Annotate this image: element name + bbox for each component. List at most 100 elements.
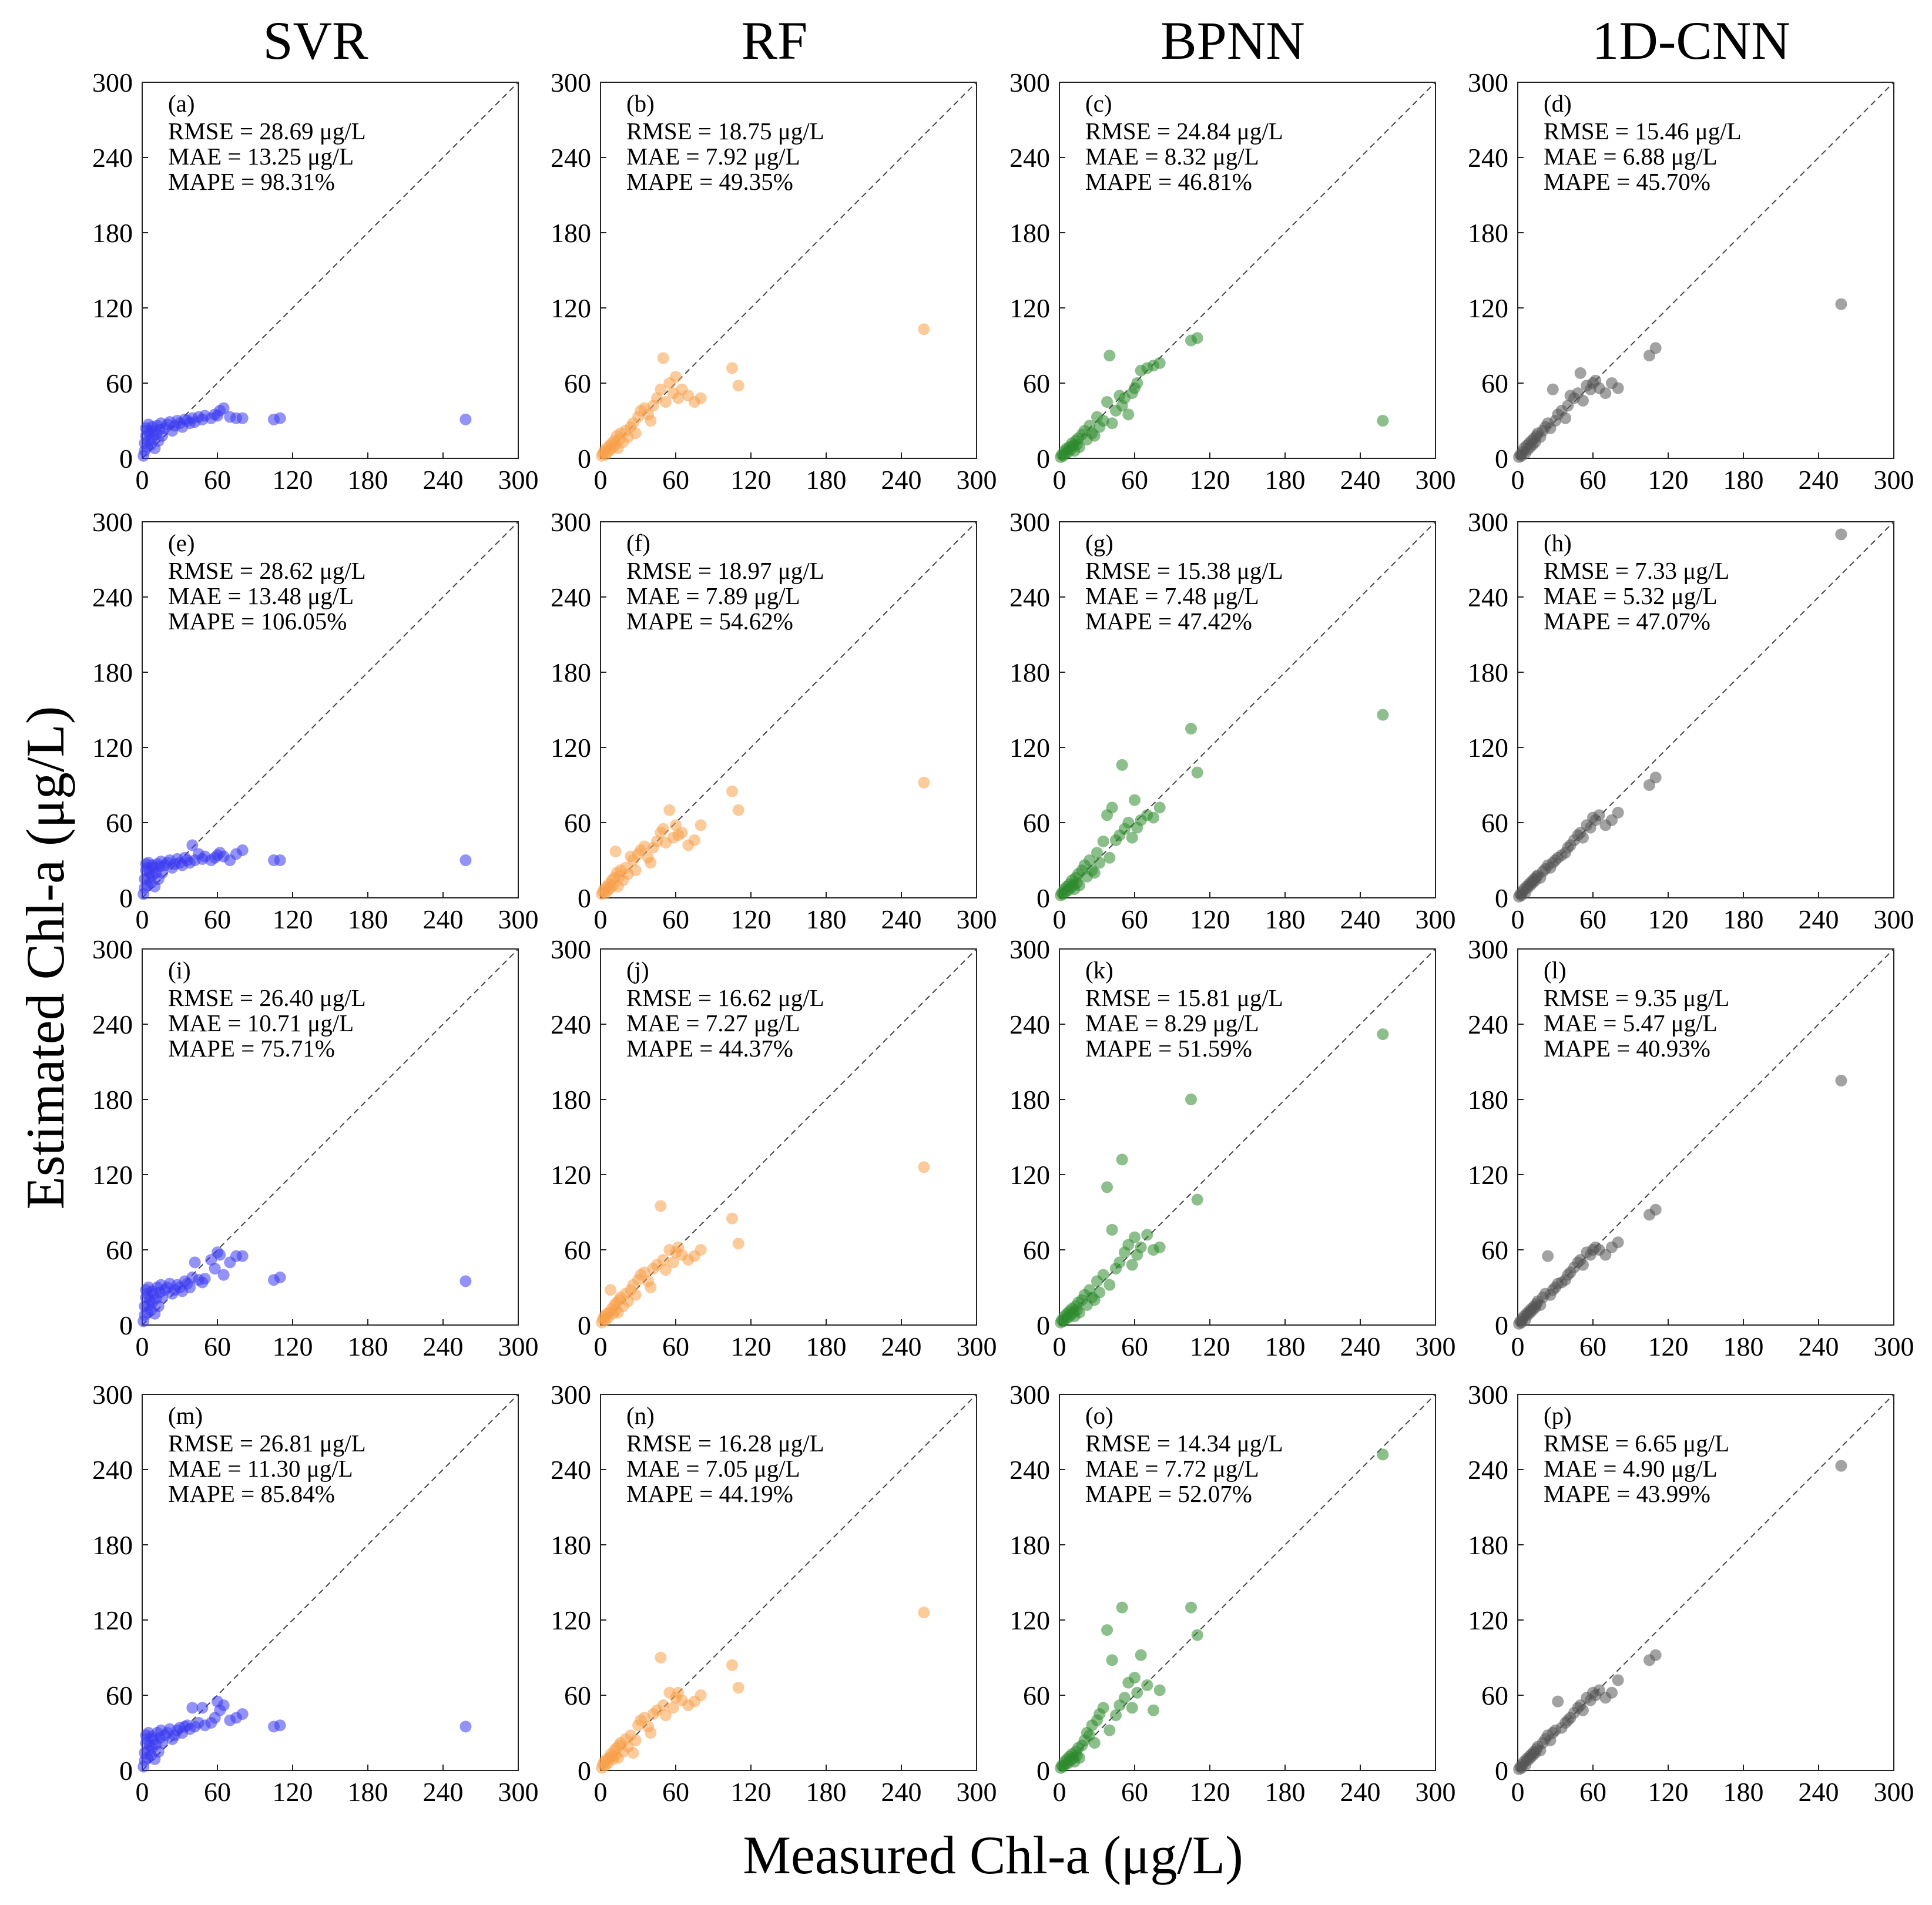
plot-frame (142, 1394, 519, 1771)
data-point (1116, 1153, 1128, 1166)
y-tick-label: 300 (92, 934, 133, 964)
panel-stat: MAPE = 46.81% (1085, 168, 1252, 195)
y-tick-label: 60 (1023, 1235, 1050, 1265)
identity-line (1517, 82, 1894, 459)
plot-frame (600, 1394, 977, 1771)
panel-stat: RMSE = 28.62 μg/L (168, 557, 366, 584)
identity-line (600, 948, 977, 1326)
data-point (1835, 1075, 1847, 1086)
data-point (1141, 1679, 1153, 1691)
x-tick-label: 180 (1265, 904, 1306, 934)
data-point (732, 380, 744, 392)
data-point (629, 1289, 642, 1301)
data-point (667, 1256, 679, 1269)
data-point (918, 1606, 930, 1619)
x-tick-label: 180 (806, 1777, 847, 1807)
x-tick-label: 120 (1190, 904, 1230, 934)
panel-stat: MAPE = 75.71% (168, 1035, 335, 1062)
panel-label: (k) (1085, 957, 1113, 984)
y-tick-label: 120 (551, 1160, 591, 1190)
panel-stat: RMSE = 26.40 μg/L (168, 984, 366, 1011)
plot-frame (1517, 948, 1894, 1326)
data-point (236, 412, 249, 424)
data-point (732, 1682, 744, 1694)
x-tick-label: 120 (731, 904, 772, 934)
y-tick-label: 300 (1009, 1380, 1050, 1410)
y-tick-label: 300 (1468, 934, 1508, 964)
panel-stat: MAE = 13.25 μg/L (168, 143, 354, 170)
panel-stat: RMSE = 9.35 μg/L (1544, 984, 1729, 1011)
x-tick-label: 0 (136, 465, 149, 495)
plot-frame (1059, 521, 1436, 898)
y-tick-label: 120 (1009, 1605, 1050, 1635)
x-tick-label: 0 (136, 904, 149, 934)
scatter-points (137, 1246, 472, 1327)
y-tick-label: 300 (92, 507, 133, 537)
y-tick-label: 60 (564, 1681, 591, 1711)
identity-line (1059, 521, 1436, 898)
data-point (274, 1719, 286, 1732)
data-point (1649, 772, 1662, 784)
x-tick-label: 60 (1579, 1332, 1606, 1361)
x-tick-label: 180 (348, 1777, 388, 1807)
panel-stat: RMSE = 15.38 μg/L (1085, 557, 1283, 584)
x-tick-label: 300 (1874, 904, 1914, 934)
x-tick-label: 0 (1053, 1332, 1066, 1361)
panel-stat: MAE = 11.30 μg/L (168, 1455, 353, 1482)
x-tick-label: 120 (1648, 465, 1689, 495)
y-tick-label: 120 (92, 1160, 133, 1190)
x-tick-label: 180 (806, 465, 847, 495)
x-tick-label: 240 (881, 1777, 922, 1807)
x-tick-label: 0 (1511, 904, 1525, 934)
panel-label: (g) (1085, 529, 1113, 556)
data-point (657, 823, 669, 835)
scatter-panel: 0 60 120 180 240 300 0 60 120 180 240 300 (f)RMSE = … (551, 507, 997, 934)
y-tick-label: 240 (1468, 582, 1508, 612)
y-tick-label: 120 (1009, 293, 1050, 323)
data-point (1088, 867, 1101, 879)
data-point (274, 412, 286, 424)
plot-frame (600, 948, 977, 1326)
data-point (1612, 806, 1624, 819)
y-tick-label: 300 (1009, 68, 1050, 98)
x-tick-label: 300 (498, 904, 539, 934)
panel-label: (e) (168, 529, 195, 556)
panel-stat: MAPE = 49.35% (626, 168, 793, 195)
panel-stat: RMSE = 18.97 μg/L (626, 557, 824, 584)
scatter-panel: 0 60 120 180 240 300 0 60 120 180 240 300 (p)RMSE = … (1468, 1380, 1914, 1807)
x-tick-label: 240 (423, 1777, 464, 1807)
scatter-points (1055, 332, 1389, 463)
data-point (651, 392, 663, 404)
x-tick-label: 300 (957, 1777, 997, 1807)
scatter-points (596, 1606, 930, 1774)
scatter-panel: 0 60 120 180 240 300 0 60 120 180 240 300 (m)RMSE = … (92, 1380, 539, 1807)
y-tick-label: 60 (106, 808, 133, 838)
y-tick-label: 120 (1468, 293, 1508, 323)
data-point (1185, 1601, 1197, 1614)
y-tick-label: 240 (1009, 1455, 1050, 1485)
plot-frame (600, 82, 977, 459)
x-tick-label: 0 (136, 1332, 149, 1361)
y-tick-label: 180 (551, 1085, 591, 1115)
data-point (217, 1699, 230, 1712)
x-tick-label: 180 (1723, 465, 1764, 495)
y-tick-label: 240 (551, 582, 591, 612)
data-point (627, 1747, 639, 1759)
scatter-panel: 0 60 120 180 240 300 0 60 120 180 240 300 (l)RMSE = … (1468, 934, 1914, 1361)
data-point (236, 1708, 249, 1720)
data-point (918, 1161, 930, 1173)
data-point (638, 840, 650, 853)
scatter-points (1055, 1028, 1389, 1329)
y-tick-label: 300 (551, 507, 591, 537)
data-point (657, 1699, 669, 1712)
x-tick-label: 120 (731, 465, 772, 495)
x-tick-label: 300 (957, 904, 997, 934)
data-point (459, 413, 472, 425)
x-tick-label: 240 (881, 465, 922, 495)
scatter-points (137, 839, 472, 900)
panel-stat: RMSE = 24.84 μg/L (1085, 118, 1283, 145)
x-tick-label: 60 (1121, 904, 1148, 934)
data-point (1153, 1684, 1166, 1696)
scatter-points (596, 776, 930, 900)
y-tick-label: 180 (92, 1085, 133, 1115)
